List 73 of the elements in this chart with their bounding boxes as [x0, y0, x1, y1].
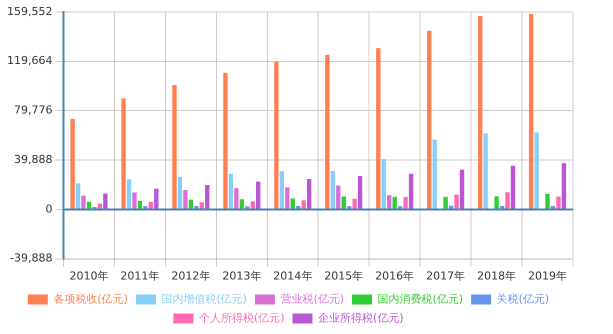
bar	[382, 159, 386, 209]
bar	[154, 188, 158, 209]
bar	[172, 84, 177, 209]
bar	[336, 186, 340, 209]
legend-label: 个人所得税(亿元)	[198, 311, 285, 324]
bar	[188, 200, 194, 209]
y-tick-label: 159,552	[6, 4, 52, 18]
x-tick-label: 2017年	[426, 269, 466, 282]
bar	[98, 204, 102, 209]
x-tick-label: 2013年	[222, 269, 262, 282]
bar	[342, 196, 346, 209]
x-tick-label: 2015年	[324, 269, 364, 282]
bar	[534, 132, 539, 209]
bar	[240, 199, 244, 209]
bar	[103, 194, 108, 209]
bar	[70, 118, 75, 209]
x-tick-label: 2018年	[477, 269, 516, 282]
y-tick-label: 119,664	[6, 54, 52, 68]
bar	[528, 14, 534, 209]
bar	[274, 62, 279, 209]
y-tick-label: -39,888	[10, 252, 52, 265]
bar	[285, 187, 290, 209]
y-tick-label: 39,888	[14, 152, 52, 166]
bar	[358, 176, 362, 209]
bar	[302, 200, 306, 209]
legend-label: 国内消费税(亿元)	[378, 292, 464, 306]
bar	[408, 174, 414, 209]
bar	[387, 195, 392, 209]
bar	[494, 196, 499, 209]
bar	[256, 182, 260, 209]
bar	[250, 201, 255, 209]
bar	[510, 166, 516, 209]
x-tick-label: 2012年	[171, 269, 210, 282]
x-tick-label: 2019年	[528, 269, 568, 282]
x-tick-label: 2016年	[375, 269, 414, 282]
x-tick-label: 2011年	[120, 269, 160, 282]
bar	[228, 174, 234, 209]
bar	[280, 171, 284, 209]
bar	[460, 170, 464, 209]
legend-label: 各项税收(亿元)	[53, 292, 128, 306]
bar	[392, 196, 397, 209]
bar	[183, 190, 188, 209]
bar	[562, 163, 566, 209]
bar	[427, 30, 432, 209]
bar	[376, 48, 380, 209]
y-tick-label: 79,776	[14, 104, 52, 117]
bar	[148, 202, 154, 209]
x-tick-label: 2010年	[69, 269, 108, 282]
bar	[443, 196, 448, 209]
legend-label: 国内增值税(亿元)	[161, 292, 247, 306]
legend-label: 企业所得税(亿元)	[318, 311, 404, 324]
bar	[223, 72, 228, 209]
legend-label: 关税(亿元)	[496, 292, 550, 306]
bar	[138, 200, 142, 209]
y-tick-label: 0	[45, 202, 52, 216]
bar	[403, 196, 408, 209]
bar	[234, 188, 239, 209]
bar	[290, 198, 295, 209]
x-tick-label: 2014年	[273, 269, 312, 282]
legend-label: 营业税(亿元)	[280, 292, 344, 306]
bar	[205, 185, 210, 209]
bar	[505, 192, 510, 209]
bar	[478, 16, 482, 209]
bar	[178, 176, 182, 209]
bar	[352, 198, 357, 209]
bar	[126, 179, 132, 209]
bar	[121, 98, 126, 209]
bar	[432, 140, 437, 209]
bar	[200, 202, 204, 209]
bar	[483, 133, 488, 209]
bar	[330, 170, 335, 209]
bar	[306, 179, 312, 209]
bar	[325, 54, 330, 209]
